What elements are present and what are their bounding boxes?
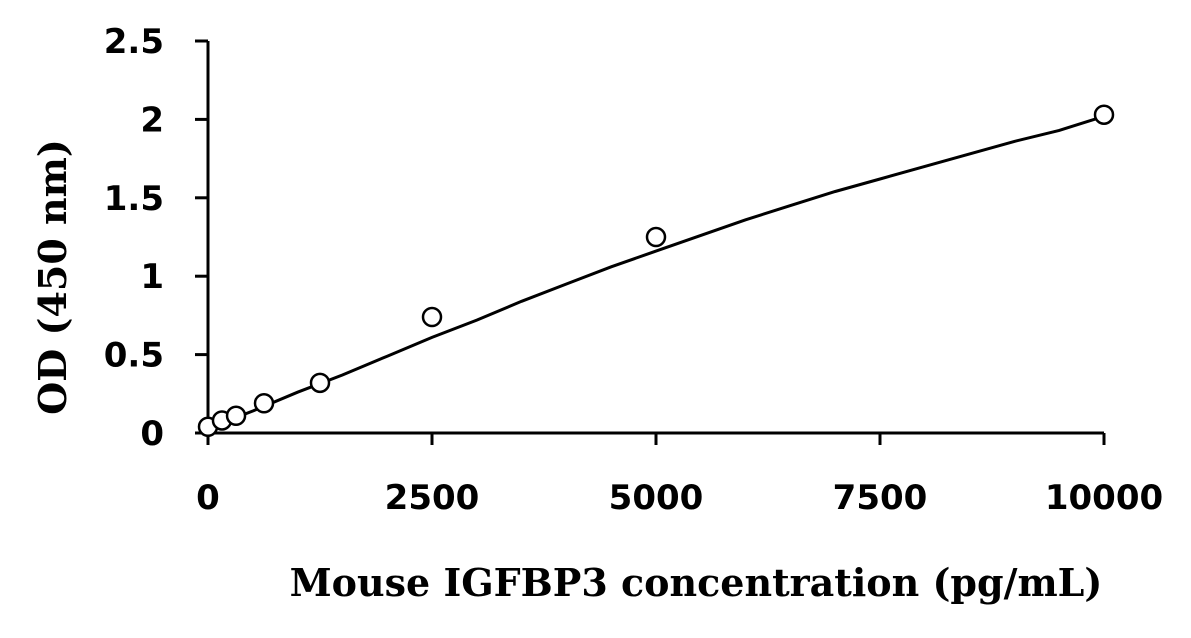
data-point (421, 306, 443, 328)
y-axis-title: OD (450 nm) (30, 139, 75, 415)
data-point (309, 372, 331, 394)
x-ticks: 0 2500 5000 7500 10000 (196, 433, 1163, 518)
x-axis-title: Mouse IGFBP3 concentration (pg/mL) (290, 560, 1103, 605)
y-ticks: 0 0.5 1 1.5 2 2.5 (104, 22, 208, 454)
y-tick-label: 1.5 (104, 179, 164, 219)
x-tick-label: 0 (196, 478, 220, 518)
data-points (197, 104, 1115, 437)
y-tick-label: 0.5 (104, 336, 164, 376)
x-tick-label: 2500 (385, 478, 480, 518)
fit-curve (207, 114, 1105, 430)
data-point (253, 392, 275, 414)
y-tick-label: 0 (140, 414, 164, 454)
x-tick-label: 10000 (1045, 478, 1163, 518)
data-point (1093, 104, 1115, 125)
y-tick-label: 2.5 (104, 22, 164, 62)
data-point (645, 226, 667, 248)
y-tick-label: 2 (140, 100, 164, 140)
y-tick-label: 1 (140, 257, 164, 297)
x-tick-label: 7500 (833, 478, 928, 518)
x-tick-label: 5000 (609, 478, 704, 518)
data-point (225, 405, 247, 427)
